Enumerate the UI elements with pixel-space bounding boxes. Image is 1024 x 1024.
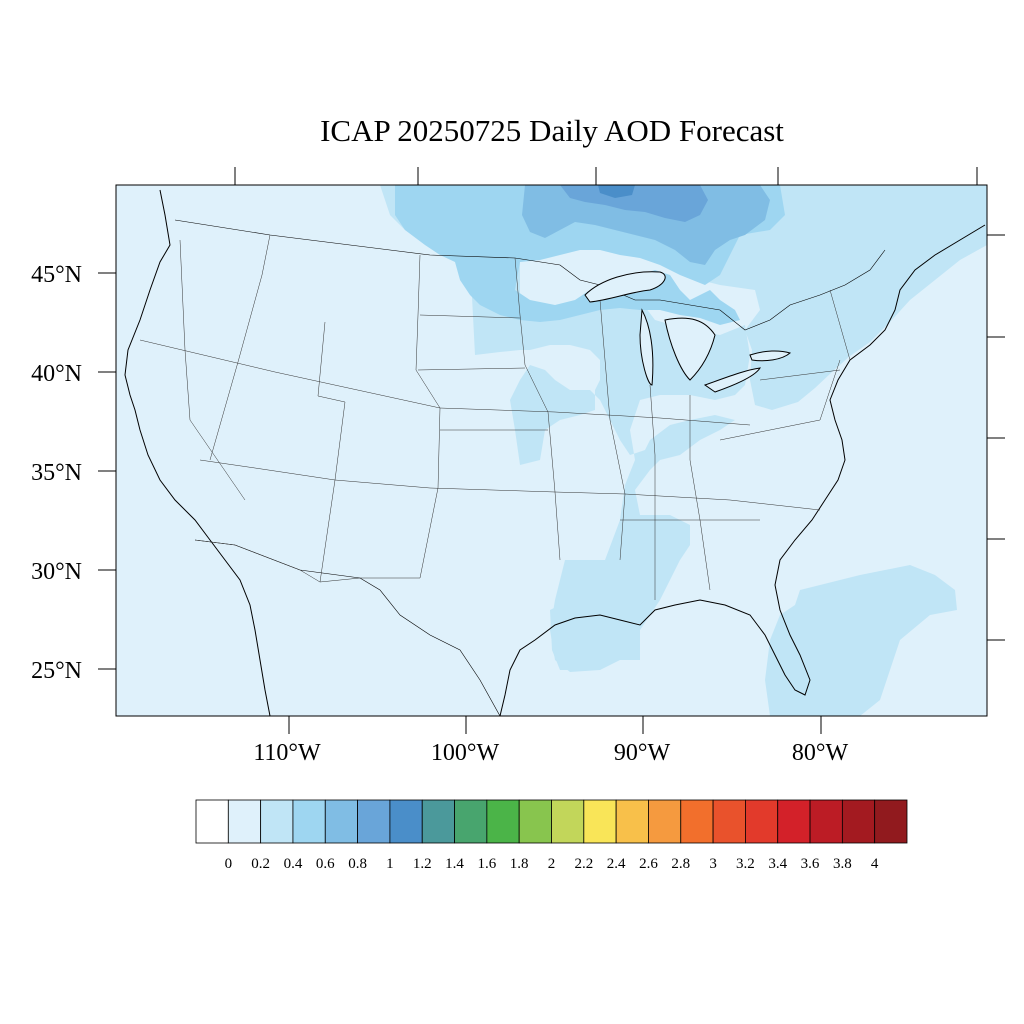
lat-label: 35°N: [31, 460, 82, 486]
colorbar-tick-label: 4: [871, 856, 879, 872]
aod-field: [116, 185, 987, 716]
colorbar-swatch: [324, 799, 358, 844]
colorbar-tick-label: 2: [548, 856, 556, 872]
colorbar-swatch: [454, 799, 488, 844]
colorbar-swatch: [809, 799, 843, 844]
lon-label: 90°W: [614, 740, 671, 766]
lat-label: 25°N: [31, 658, 82, 684]
longitude-labels: 110°W 100°W 90°W 80°W: [253, 740, 848, 766]
colorbar-swatch: [389, 799, 423, 844]
colorbar-tick-label: 0: [225, 856, 233, 872]
chart-title: ICAP 20250725 Daily AOD Forecast: [320, 113, 784, 148]
colorbar-swatch: [874, 799, 908, 844]
colorbar-swatch: [583, 799, 617, 844]
colorbar-tick-label: 2.8: [671, 856, 690, 872]
colorbar-tick-label: 3.4: [768, 856, 787, 872]
lake-ontario: [749, 350, 792, 362]
lon-label: 100°W: [431, 740, 500, 766]
colorbar-swatch: [260, 799, 294, 844]
colorbar-tick-label: 1.8: [510, 856, 529, 872]
aod-region-ontario-max: [598, 185, 635, 198]
colorbar-swatch: [841, 799, 876, 844]
colorbar-tick-label: 3.6: [801, 856, 820, 872]
lat-label: 45°N: [31, 262, 82, 288]
colorbar-tick-label: 1.2: [413, 856, 432, 872]
colorbar-swatch: [357, 799, 391, 844]
aod-region-ontario-high: [522, 185, 770, 265]
colorbar-swatch: [615, 799, 649, 844]
colorbar-tick-label: 0.4: [284, 856, 303, 872]
colorbar-swatch: [486, 799, 520, 844]
colorbar-tick-label: 2.2: [574, 856, 593, 872]
colorbar-tick-label: 3.8: [833, 856, 852, 872]
colorbar-tick-label: 1: [386, 856, 394, 872]
colorbar-swatch: [648, 799, 682, 844]
lat-label: 30°N: [31, 559, 82, 585]
colorbar-tick-label: 0.2: [251, 856, 270, 872]
colorbar-swatch: [551, 799, 585, 844]
aod-map: 45°N 40°N 35°N 30°N 25°N 110°W 100°W 90°…: [31, 167, 1005, 766]
colorbar-swatch: [292, 799, 326, 844]
state-boundaries: [139, 234, 851, 600]
colorbar-tick-label: 2.6: [639, 856, 658, 872]
map-tick-marks: [98, 167, 1005, 734]
colorbar-tick-label: 0.6: [316, 856, 335, 872]
colorbar-swatch: [421, 799, 455, 844]
colorbar-swatch: [195, 799, 229, 844]
aod-region-ontario-peak: [560, 185, 708, 222]
aod-region-atlantic-bahamas: [765, 565, 957, 716]
colorbar-swatch: [518, 799, 552, 844]
colorbar-tick-label: 1.4: [445, 856, 464, 872]
lon-label: 110°W: [253, 740, 321, 766]
colorbar-tick-label: 2.4: [607, 856, 626, 872]
colorbar-tick-label: 3: [709, 856, 717, 872]
lon-label: 80°W: [792, 740, 849, 766]
colorbar-tick-label: 0.8: [348, 856, 367, 872]
colorbar-tick-label: 1.6: [477, 856, 496, 872]
lake-huron: [664, 317, 716, 381]
colorbar-swatch: [745, 799, 779, 844]
colorbar-swatch: [227, 799, 262, 844]
lake-superior: [584, 271, 666, 303]
colorbar-swatch: [777, 799, 811, 844]
colorbar-tick-label: 3.2: [736, 856, 755, 872]
lat-label: 40°N: [31, 361, 82, 387]
lake-michigan: [639, 308, 654, 386]
map-frame: [115, 184, 988, 717]
colorbar: 0 0.2 0.4 0.6 0.8 1 1.2 1.4 1.6 1.8 2 2.2 2.4 2.6 2.8 3…: [195, 799, 908, 872]
colorbar-swatch: [680, 799, 714, 844]
colorbar-swatch: [712, 799, 746, 844]
great-lakes: [584, 271, 792, 393]
us-canada-border: [174, 219, 886, 331]
latitude-labels: 45°N 40°N 35°N 30°N 25°N: [31, 262, 82, 684]
lake-erie: [703, 367, 761, 393]
us-coastline-outline: [124, 189, 986, 716]
